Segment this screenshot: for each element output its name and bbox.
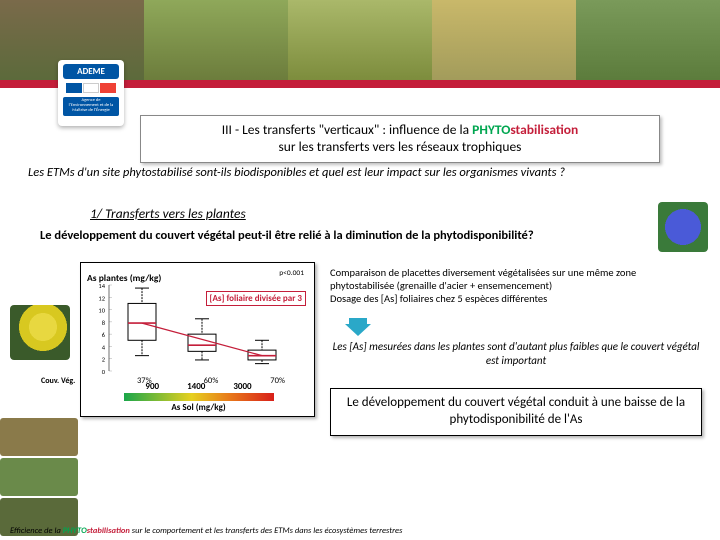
- logo-tricolor: [66, 83, 116, 93]
- footer-text: Efficience de la PHYTOstabilisation sur …: [10, 526, 402, 536]
- soil-val: 3000: [233, 381, 251, 392]
- title-phyto: PHYTO: [472, 121, 510, 138]
- soil-val: 900: [145, 381, 159, 392]
- svg-text:12: 12: [98, 294, 105, 302]
- finding-text: Les [As] mesurées dans les plantes sont …: [330, 340, 702, 368]
- section-1-heading: 1/ Transferts vers les plantes: [90, 205, 246, 222]
- research-question: Les ETMs d'un site phytostabilisé sont-i…: [28, 165, 688, 181]
- footer-phyto: PHYTO: [63, 526, 87, 536]
- title-stab: stabilisation: [510, 121, 578, 138]
- bottom-photo-stack: [0, 418, 80, 536]
- flower-photo-blue: [658, 202, 708, 252]
- title-line2: sur les transferts vers les réseaux trop…: [279, 138, 522, 155]
- flower-photo-yellow: [10, 305, 70, 360]
- svg-text:14: 14: [98, 283, 105, 290]
- soil-val: 1400: [187, 381, 205, 392]
- x-axis-label: Couv. Vég.: [41, 376, 75, 386]
- chart-pvalue: p<0.001: [279, 269, 304, 278]
- header-photo: [432, 0, 576, 85]
- logo-subtitle: Agence de l'Environnement et de la Maîtr…: [63, 97, 119, 116]
- logo-name: ADEME: [63, 64, 119, 79]
- footer-pre: Efficience de la: [10, 526, 63, 536]
- svg-text:4: 4: [102, 343, 106, 351]
- soil-legend: 900 1400 3000 As Sol (mg/kg): [81, 381, 316, 413]
- header-photo: [144, 0, 288, 85]
- footer-post: sur le comportement et les transferts de…: [130, 526, 403, 536]
- arrow-down-icon: [345, 318, 371, 336]
- footer-stab: stabilisation: [87, 526, 130, 536]
- svg-text:2: 2: [102, 356, 106, 364]
- svg-text:10: 10: [98, 307, 105, 315]
- field-photo: [0, 458, 78, 496]
- header-photo: [576, 0, 720, 85]
- soil-axis-label: As Sol (mg/kg): [171, 402, 225, 413]
- soil-gradient-bar: [124, 393, 274, 401]
- boxplot-svg: 0 2 4 6 8 10 12 14: [87, 283, 307, 381]
- svg-text:6: 6: [102, 331, 106, 339]
- slide-title: III - Les transferts "verticaux" : influ…: [140, 115, 660, 163]
- header-photo: [288, 0, 432, 85]
- boxplot-chart: As plantes (mg/kg) p<0.001 [As] foliaire…: [80, 262, 315, 417]
- field-photo: [0, 418, 78, 456]
- conclusion-box: Le développement du couvert végétal cond…: [330, 388, 702, 436]
- comparison-text: Comparaison de placettes diversement vég…: [330, 266, 702, 305]
- svg-text:0: 0: [102, 368, 106, 376]
- ademe-logo: ADEME Agence de l'Environnement et de la…: [58, 60, 124, 126]
- development-question: Le développement du couvert végétal peut…: [40, 228, 620, 244]
- title-prefix: III - Les transferts "verticaux" : influ…: [222, 121, 472, 138]
- svg-text:8: 8: [102, 319, 106, 327]
